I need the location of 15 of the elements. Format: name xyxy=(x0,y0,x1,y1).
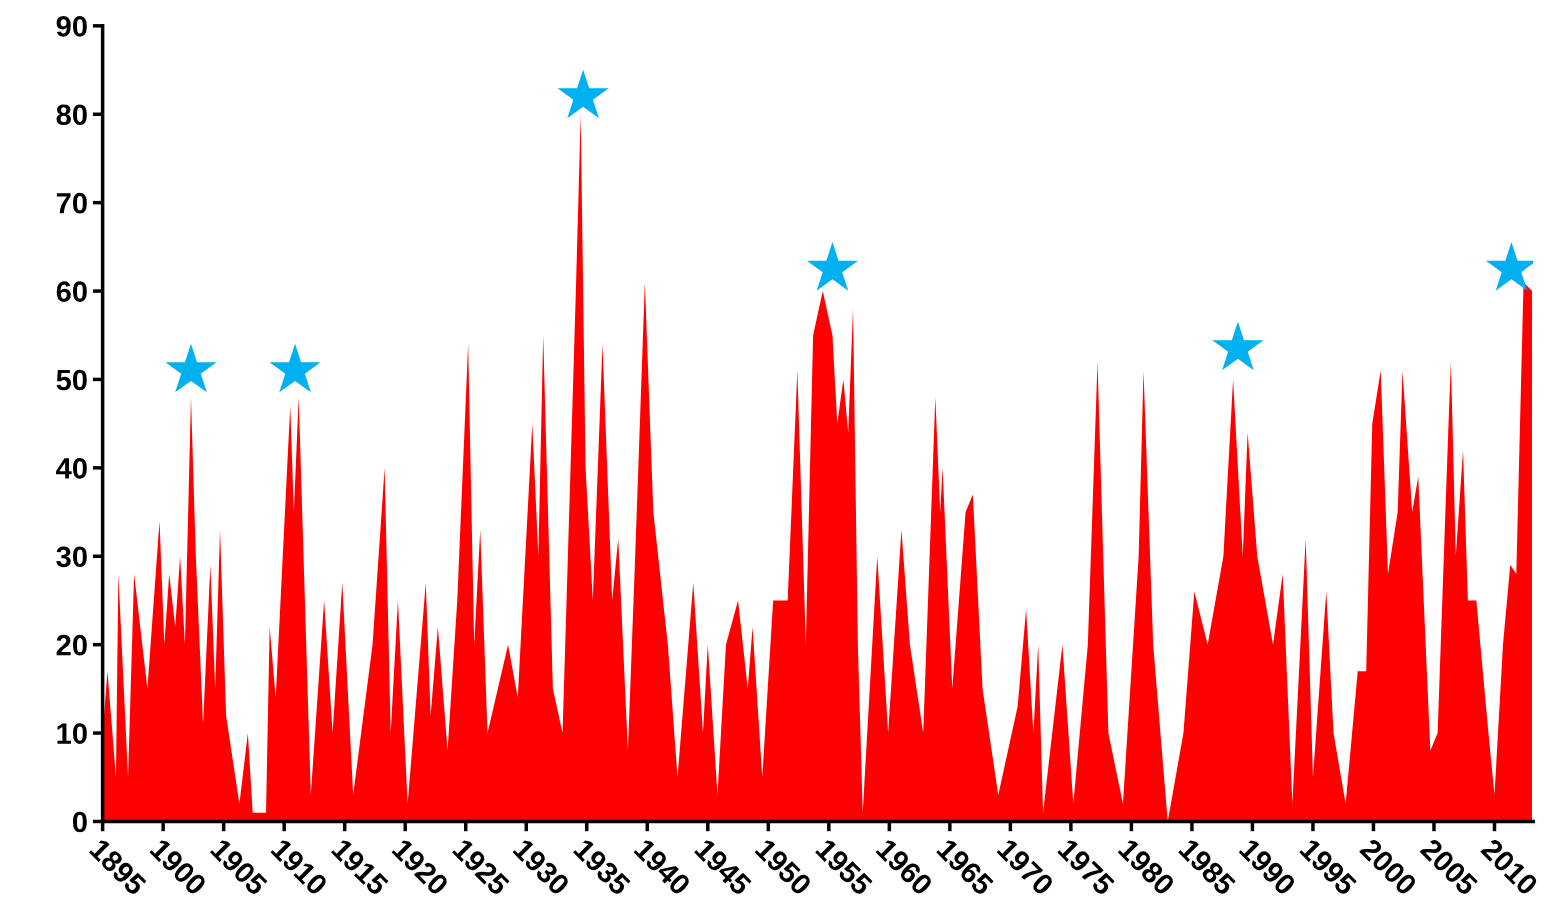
y-tick-label: 40 xyxy=(56,458,87,479)
point xyxy=(165,343,217,393)
y-tick-label: 50 xyxy=(56,369,87,391)
point xyxy=(1212,321,1264,371)
y-tick-label: 70 xyxy=(56,192,87,214)
point xyxy=(269,343,321,393)
y-tick-label: 30 xyxy=(56,546,87,568)
y-tick-label: 80 xyxy=(56,104,87,126)
y-tick-label: 10 xyxy=(57,723,87,744)
y-tick-label: 0 xyxy=(72,811,87,833)
y-tick-label: 60 xyxy=(56,281,87,302)
y-tick-label: 90 xyxy=(56,16,87,37)
point xyxy=(557,69,609,119)
point xyxy=(806,242,859,291)
y-tick-label: 20 xyxy=(56,634,87,656)
